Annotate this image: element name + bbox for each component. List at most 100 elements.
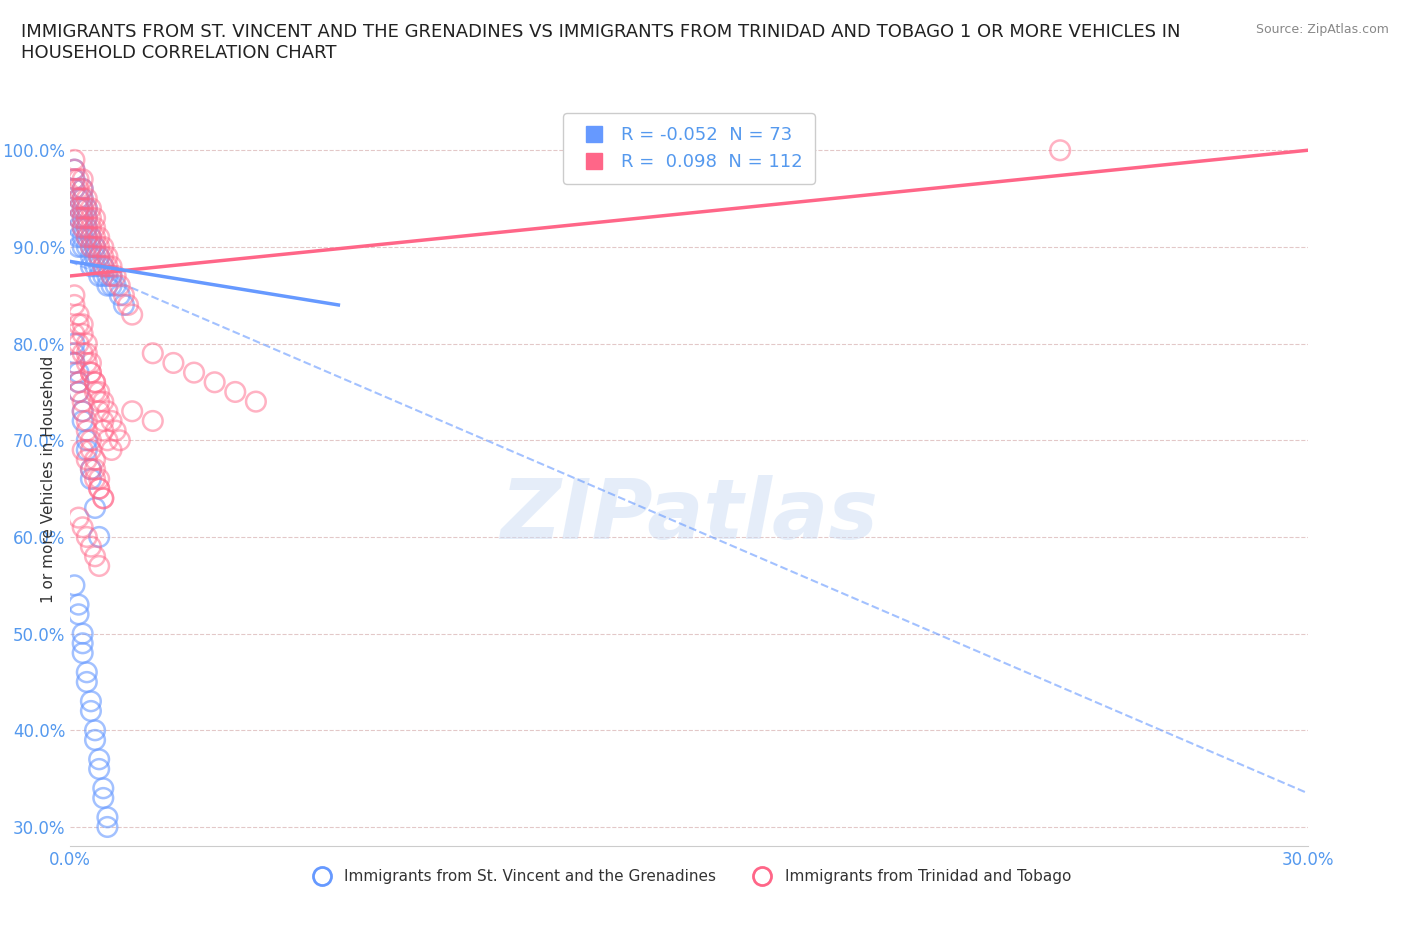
Text: IMMIGRANTS FROM ST. VINCENT AND THE GRENADINES VS IMMIGRANTS FROM TRINIDAD AND T: IMMIGRANTS FROM ST. VINCENT AND THE GREN… — [21, 23, 1181, 62]
Point — [112, 288, 135, 303]
Point — [80, 240, 103, 255]
Point — [63, 172, 86, 187]
Point — [76, 230, 98, 245]
Point — [108, 432, 131, 447]
Point — [67, 375, 90, 390]
Point — [104, 269, 127, 284]
Point — [76, 210, 98, 225]
Point — [80, 220, 103, 235]
Point — [72, 230, 94, 245]
Point — [84, 472, 107, 486]
Point — [84, 230, 107, 245]
Y-axis label: 1 or more Vehicles in Household: 1 or more Vehicles in Household — [41, 355, 56, 603]
Point — [72, 626, 94, 641]
Point — [67, 201, 90, 216]
Point — [76, 665, 98, 680]
Point — [80, 201, 103, 216]
Point — [142, 414, 165, 429]
Point — [63, 298, 86, 312]
Point — [76, 336, 98, 351]
Point — [80, 210, 103, 225]
Point — [100, 269, 122, 284]
Point — [96, 249, 118, 264]
Point — [89, 259, 111, 273]
Point — [89, 384, 111, 399]
Point — [91, 249, 114, 264]
Point — [80, 443, 103, 458]
Point — [89, 394, 111, 409]
Point — [91, 790, 114, 805]
Point — [84, 240, 107, 255]
Point — [89, 529, 111, 544]
Point — [67, 384, 90, 399]
Point — [67, 607, 90, 622]
Point — [100, 414, 122, 429]
Point — [76, 230, 98, 245]
Point — [72, 181, 94, 196]
Point — [76, 346, 98, 361]
Point — [121, 307, 143, 322]
Point — [100, 278, 122, 293]
Point — [63, 336, 86, 351]
Point — [91, 259, 114, 273]
Point — [80, 472, 103, 486]
Point — [67, 597, 90, 612]
Point — [67, 375, 90, 390]
Point — [72, 520, 94, 535]
Point — [72, 192, 94, 206]
Point — [89, 481, 111, 496]
Point — [80, 259, 103, 273]
Point — [142, 346, 165, 361]
Point — [224, 384, 246, 399]
Point — [76, 452, 98, 467]
Point — [72, 210, 94, 225]
Point — [63, 153, 86, 167]
Point — [76, 220, 98, 235]
Point — [96, 404, 118, 418]
Point — [80, 355, 103, 370]
Point — [89, 240, 111, 255]
Point — [108, 288, 131, 303]
Point — [91, 269, 114, 284]
Point — [89, 472, 111, 486]
Point — [80, 462, 103, 477]
Point — [84, 500, 107, 515]
Point — [63, 355, 86, 370]
Point — [80, 365, 103, 380]
Point — [100, 259, 122, 273]
Point — [89, 269, 111, 284]
Point — [89, 249, 111, 264]
Point — [108, 278, 131, 293]
Point — [67, 210, 90, 225]
Point — [72, 220, 94, 235]
Point — [112, 298, 135, 312]
Point — [89, 481, 111, 496]
Text: ZIPatlas: ZIPatlas — [501, 475, 877, 556]
Point — [63, 181, 86, 196]
Point — [91, 394, 114, 409]
Point — [96, 810, 118, 825]
Point — [89, 249, 111, 264]
Point — [76, 210, 98, 225]
Point — [96, 819, 118, 834]
Point — [96, 432, 118, 447]
Point — [67, 240, 90, 255]
Point — [67, 181, 90, 196]
Point — [80, 703, 103, 718]
Point — [80, 230, 103, 245]
Point — [72, 636, 94, 651]
Point — [89, 751, 111, 766]
Point — [76, 443, 98, 458]
Point — [63, 355, 86, 370]
Point — [80, 462, 103, 477]
Point — [72, 181, 94, 196]
Point — [63, 162, 86, 177]
Point — [96, 269, 118, 284]
Point — [84, 259, 107, 273]
Point — [80, 539, 103, 554]
Point — [89, 404, 111, 418]
Point — [104, 423, 127, 438]
Point — [67, 365, 90, 380]
Point — [76, 192, 98, 206]
Point — [117, 298, 139, 312]
